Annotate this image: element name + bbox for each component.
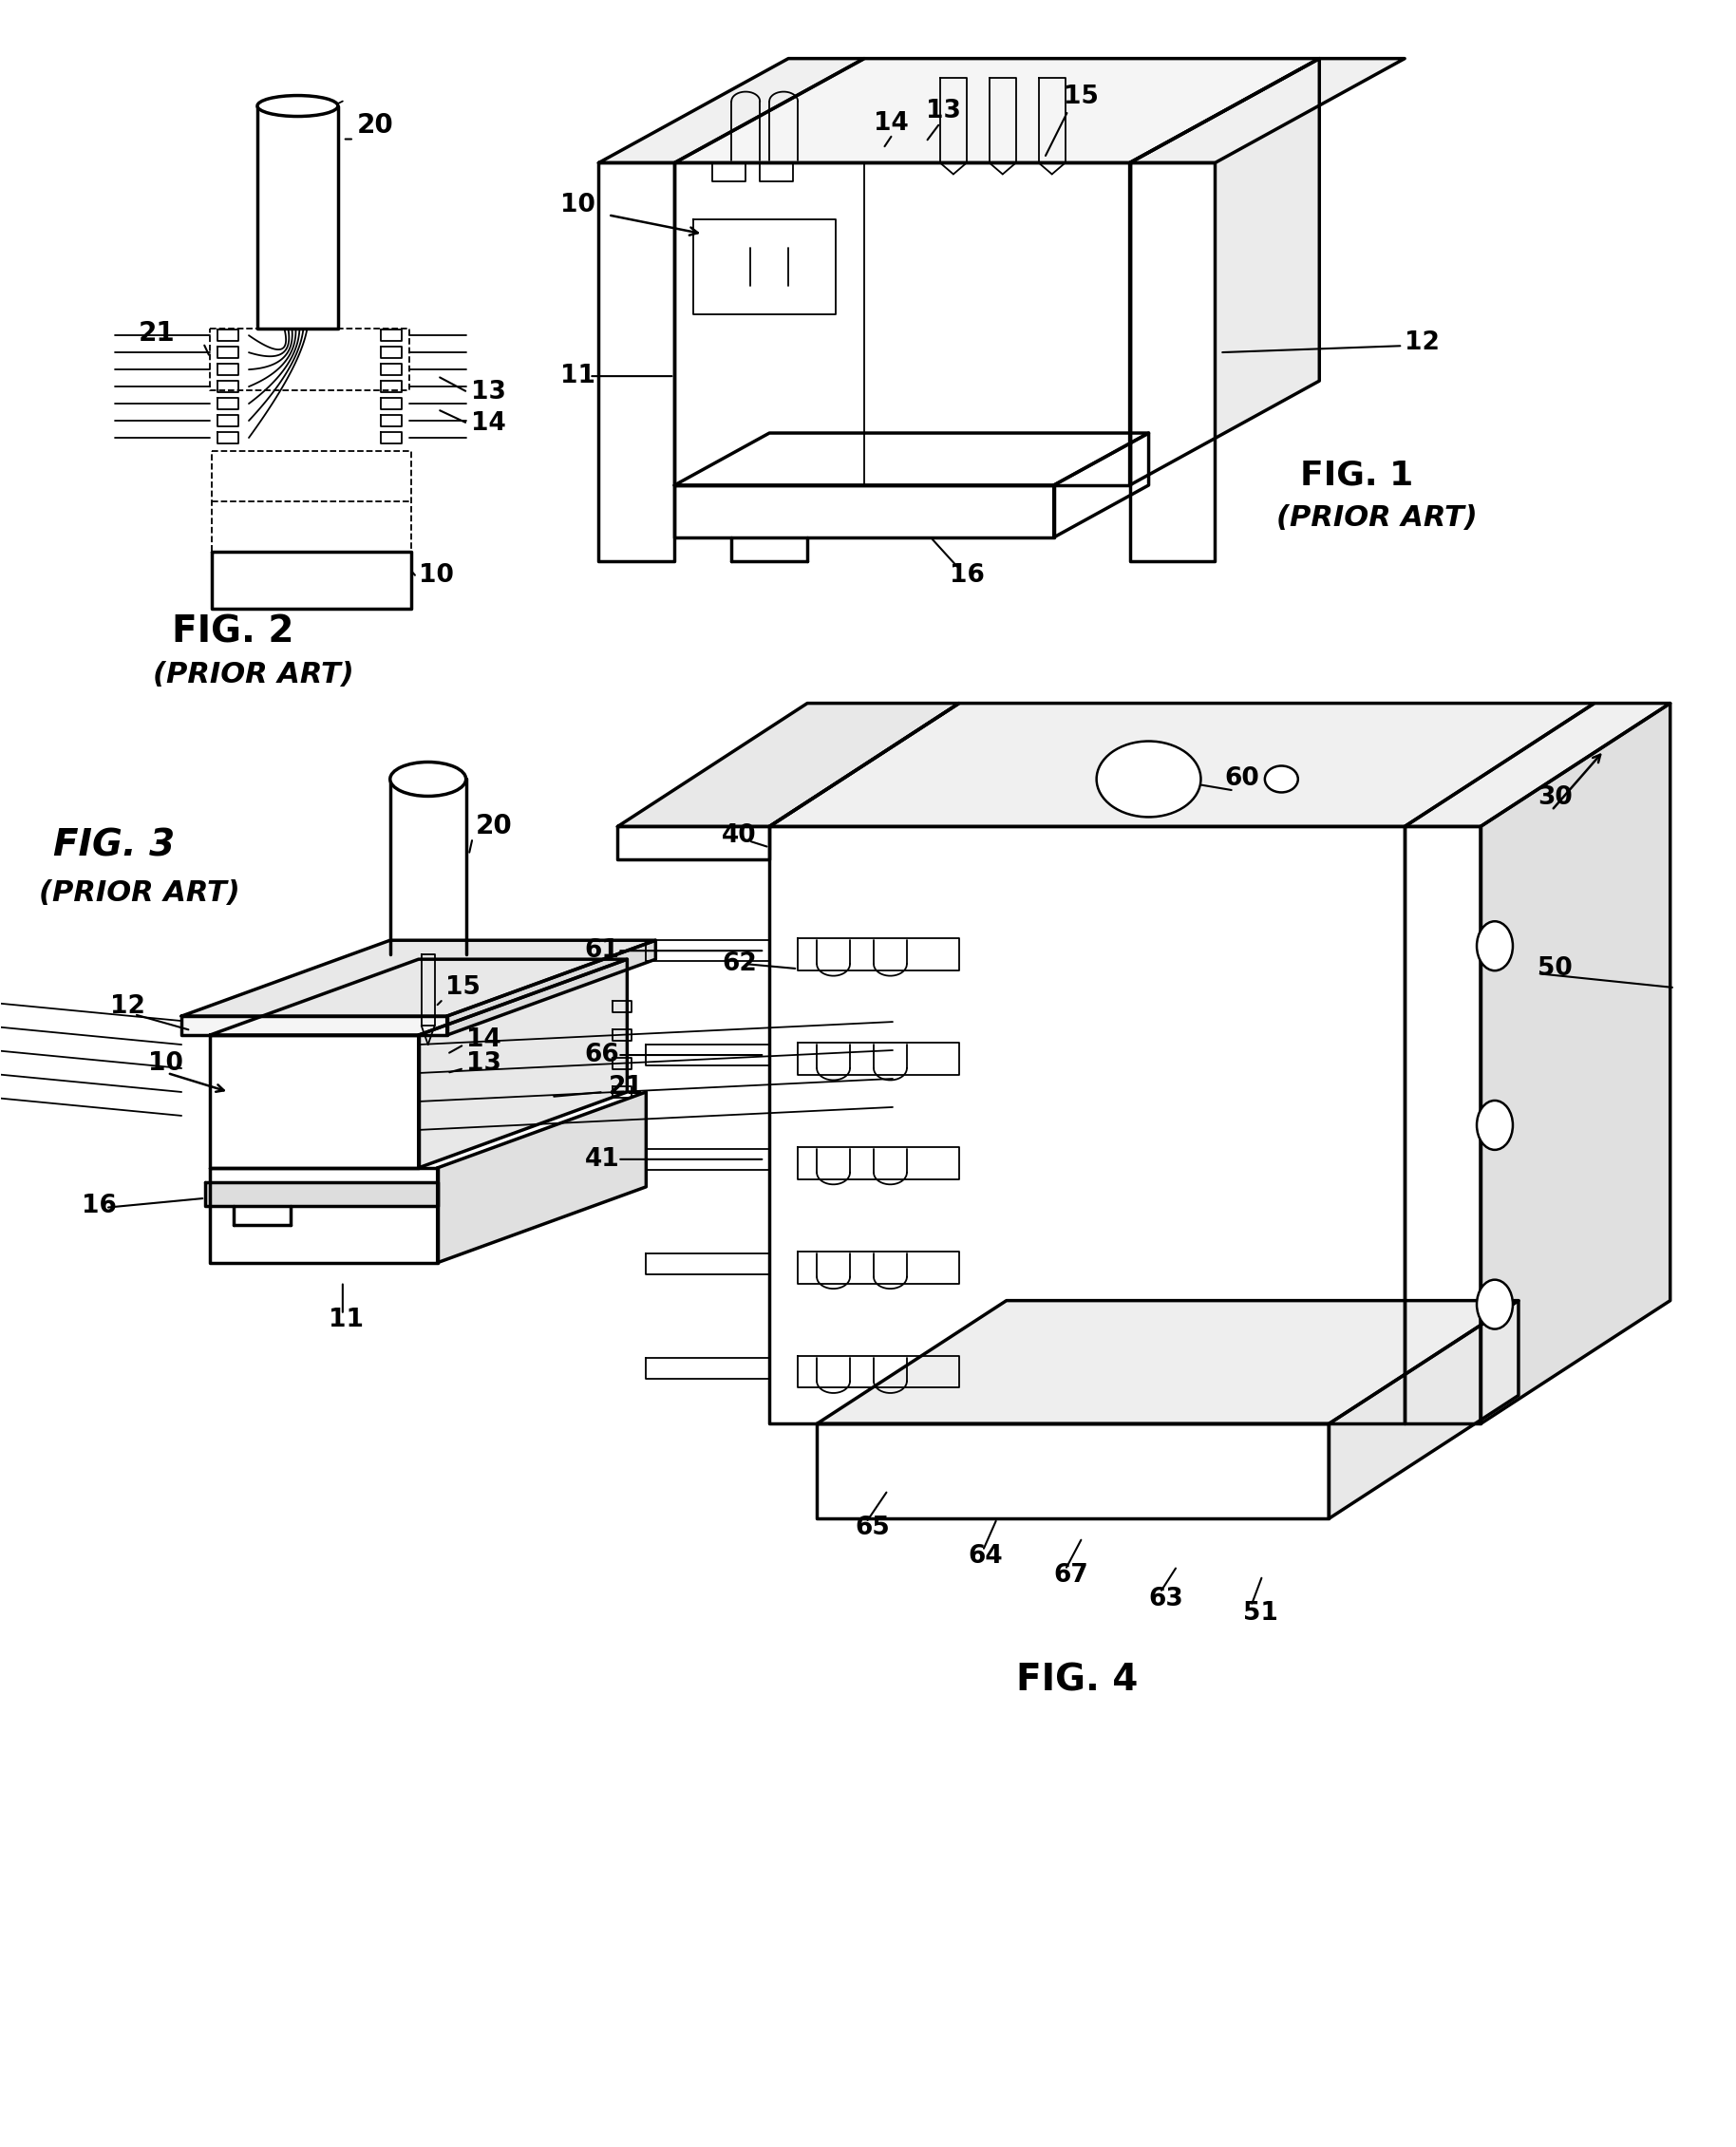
Ellipse shape	[1097, 741, 1201, 818]
Polygon shape	[257, 105, 339, 328]
Text: 64: 64	[969, 1544, 1003, 1569]
Polygon shape	[210, 1035, 418, 1168]
Text: 14: 14	[465, 1028, 502, 1052]
Text: 63: 63	[1149, 1587, 1184, 1612]
Polygon shape	[1404, 827, 1481, 1423]
Text: 67: 67	[1054, 1563, 1088, 1589]
Polygon shape	[1130, 58, 1404, 163]
Polygon shape	[210, 960, 627, 1035]
Polygon shape	[446, 940, 656, 1035]
Text: 61: 61	[585, 938, 620, 964]
Polygon shape	[818, 1423, 1328, 1518]
Polygon shape	[1404, 704, 1670, 827]
Text: 11: 11	[328, 1308, 363, 1331]
Text: FIG. 4: FIG. 4	[1016, 1662, 1137, 1698]
Polygon shape	[210, 1168, 437, 1262]
Ellipse shape	[391, 762, 465, 797]
Text: 16: 16	[82, 1194, 116, 1217]
Polygon shape	[437, 1093, 646, 1262]
Text: 10: 10	[561, 193, 595, 217]
Polygon shape	[618, 704, 958, 827]
Text: 13: 13	[925, 99, 960, 122]
Text: 12: 12	[111, 994, 146, 1020]
Text: FIG. 2: FIG. 2	[172, 614, 293, 651]
Text: 21: 21	[608, 1076, 644, 1099]
Text: 20: 20	[476, 814, 512, 839]
Text: 12: 12	[1404, 331, 1439, 354]
Text: 65: 65	[854, 1516, 889, 1542]
Ellipse shape	[1477, 1101, 1512, 1151]
Polygon shape	[1130, 58, 1319, 485]
Polygon shape	[182, 1016, 446, 1035]
Text: 13: 13	[465, 1052, 502, 1076]
Polygon shape	[1481, 704, 1670, 1423]
Polygon shape	[675, 58, 1319, 163]
Text: 10: 10	[418, 563, 453, 588]
Text: 15: 15	[444, 975, 481, 1001]
Text: FIG. 3: FIG. 3	[54, 827, 175, 863]
Text: 41: 41	[585, 1146, 620, 1172]
Text: 20: 20	[358, 112, 394, 137]
Polygon shape	[182, 940, 656, 1016]
Text: FIG. 1: FIG. 1	[1300, 459, 1413, 492]
Text: (PRIOR ART): (PRIOR ART)	[1276, 505, 1477, 532]
Text: 14: 14	[873, 112, 908, 135]
Text: 14: 14	[470, 412, 505, 436]
Ellipse shape	[1477, 1280, 1512, 1329]
Ellipse shape	[1266, 766, 1299, 792]
Text: 40: 40	[722, 824, 757, 848]
Text: (PRIOR ART): (PRIOR ART)	[40, 878, 240, 906]
Text: 60: 60	[1224, 766, 1259, 792]
Polygon shape	[769, 827, 1404, 1423]
Polygon shape	[1130, 163, 1215, 560]
Polygon shape	[618, 827, 769, 859]
Ellipse shape	[1477, 921, 1512, 970]
Text: 30: 30	[1538, 786, 1573, 809]
Text: 66: 66	[585, 1043, 620, 1067]
Ellipse shape	[257, 94, 339, 116]
Text: 13: 13	[470, 380, 505, 404]
Text: 16: 16	[950, 563, 984, 588]
Polygon shape	[675, 163, 1130, 485]
Polygon shape	[1328, 1301, 1519, 1518]
Text: 62: 62	[722, 951, 757, 977]
Polygon shape	[599, 58, 865, 163]
Polygon shape	[818, 1301, 1519, 1423]
Text: 15: 15	[1064, 84, 1099, 109]
Text: 11: 11	[561, 363, 595, 389]
Text: 21: 21	[139, 320, 175, 348]
Polygon shape	[418, 960, 627, 1168]
Polygon shape	[599, 163, 675, 560]
Text: 50: 50	[1538, 955, 1573, 981]
Text: 51: 51	[1243, 1602, 1278, 1625]
Polygon shape	[769, 704, 1594, 827]
Text: 10: 10	[148, 1052, 184, 1076]
Text: (PRIOR ART): (PRIOR ART)	[153, 661, 354, 689]
Polygon shape	[205, 1183, 437, 1207]
